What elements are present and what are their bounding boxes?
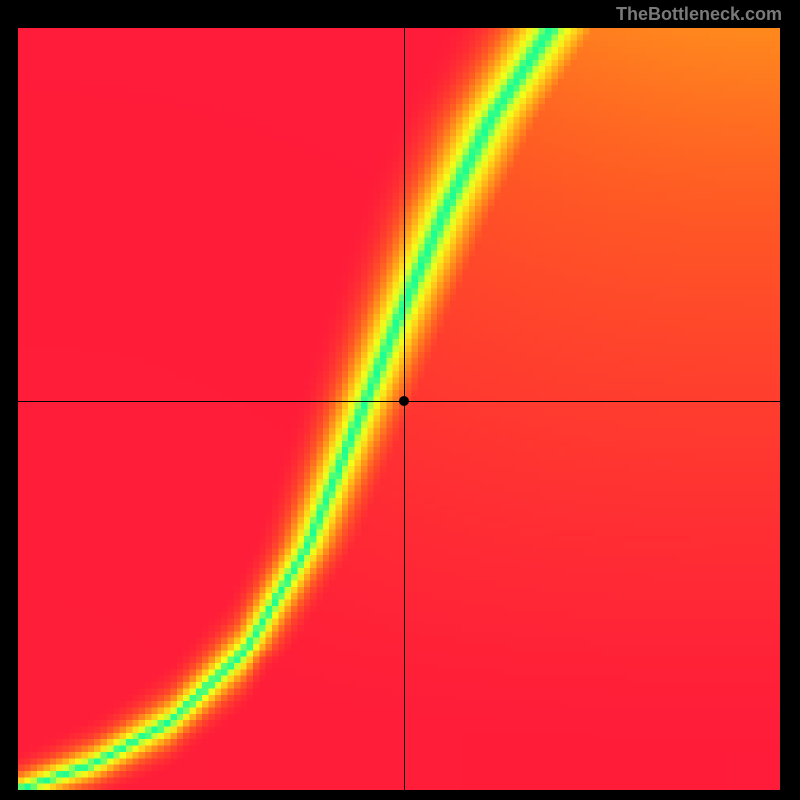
heatmap-plot [18, 28, 780, 790]
heatmap-canvas [18, 28, 780, 790]
marker-dot [399, 396, 409, 406]
watermark-text: TheBottleneck.com [616, 4, 782, 25]
chart-container: TheBottleneck.com [0, 0, 800, 800]
crosshair-vertical [404, 28, 405, 790]
